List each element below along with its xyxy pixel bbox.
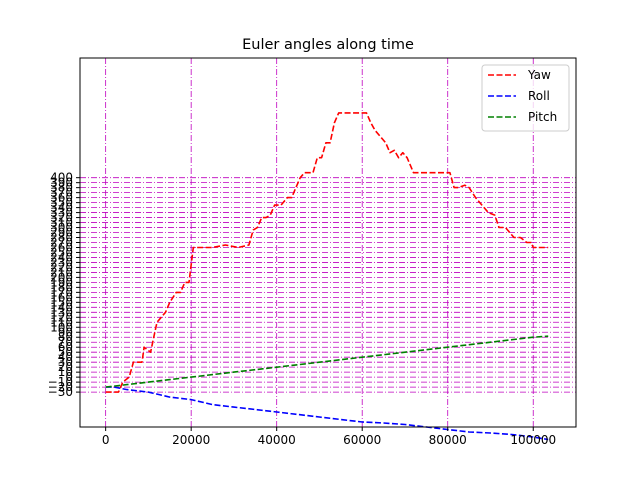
y-tick-label: 290 <box>50 226 73 240</box>
x-axis: 0 20000 40000 60000 80000 100000 <box>102 427 556 447</box>
legend-label-roll: Roll <box>528 89 550 103</box>
legend: Yaw Roll Pitch <box>481 64 570 132</box>
y-tick-label: 220 <box>50 260 73 274</box>
chart-title: Euler angles along time <box>242 37 414 53</box>
x-tick-label: 60000 <box>343 433 381 447</box>
y-tick-label: 90 <box>58 325 73 339</box>
legend-label-yaw: Yaw <box>527 68 551 82</box>
grid-layer <box>80 58 576 427</box>
y-tick-label: −10 <box>48 375 73 389</box>
x-tick-label: 40000 <box>258 433 296 447</box>
y-tick-label: 360 <box>50 191 73 205</box>
x-tick-label: 20000 <box>172 433 210 447</box>
series-line-pitch <box>105 335 549 388</box>
series-line-yaw <box>105 112 549 393</box>
y-tick-label: 300 <box>50 221 73 235</box>
y-tick-label: 0 <box>65 370 73 384</box>
y-tick-label: 230 <box>50 255 73 269</box>
y-tick-label: 170 <box>50 285 73 299</box>
y-tick-label: 120 <box>50 310 73 324</box>
series-layer <box>105 112 549 441</box>
y-tick-label: 320 <box>50 211 73 225</box>
x-tick-label: 0 <box>102 433 110 447</box>
y-tick-label: 180 <box>50 280 73 294</box>
y-tick-label: 30 <box>58 355 73 369</box>
y-tick-label: 190 <box>50 275 73 289</box>
y-tick-label: 340 <box>50 201 73 215</box>
y-tick-label: −20 <box>48 380 73 394</box>
y-tick-label: 10 <box>58 365 73 379</box>
y-tick-label: 50 <box>58 345 73 359</box>
y-tick-label: 380 <box>50 181 73 195</box>
y-tick-label: 20 <box>58 360 73 374</box>
y-tick-label: 80 <box>58 330 73 344</box>
y-tick-label: 60 <box>58 340 73 354</box>
y-axis: −30−20−100102030405060708090100110120130… <box>48 171 80 399</box>
y-tick-label: 280 <box>50 231 73 245</box>
y-tick-label: 100 <box>50 320 73 334</box>
y-tick-label: 160 <box>50 290 73 304</box>
y-tick-label: 40 <box>58 350 73 364</box>
y-tick-label: 240 <box>50 250 73 264</box>
y-tick-label: 370 <box>50 186 73 200</box>
x-tick-label: 100000 <box>510 433 556 447</box>
y-tick-label: 260 <box>50 240 73 254</box>
legend-label-pitch: Pitch <box>528 110 557 124</box>
y-tick-label: 250 <box>50 245 73 259</box>
y-tick-label: 110 <box>50 315 73 329</box>
y-tick-label: 200 <box>50 270 73 284</box>
y-tick-label: 270 <box>50 236 73 250</box>
y-tick-label: −30 <box>48 385 73 399</box>
y-tick-label: 390 <box>50 176 73 190</box>
y-tick-label: 350 <box>50 196 73 210</box>
legend-box <box>481 64 570 132</box>
y-tick-label: 140 <box>50 300 73 314</box>
x-tick-label: 80000 <box>429 433 467 447</box>
y-tick-label: 150 <box>50 295 73 309</box>
y-tick-label: 130 <box>50 305 73 319</box>
y-tick-label: 330 <box>50 206 73 220</box>
y-tick-label: 210 <box>50 265 73 279</box>
y-tick-label: 70 <box>58 335 73 349</box>
y-tick-label: 310 <box>50 216 73 230</box>
series-line-roll <box>105 386 549 441</box>
y-tick-label: 400 <box>50 171 73 185</box>
